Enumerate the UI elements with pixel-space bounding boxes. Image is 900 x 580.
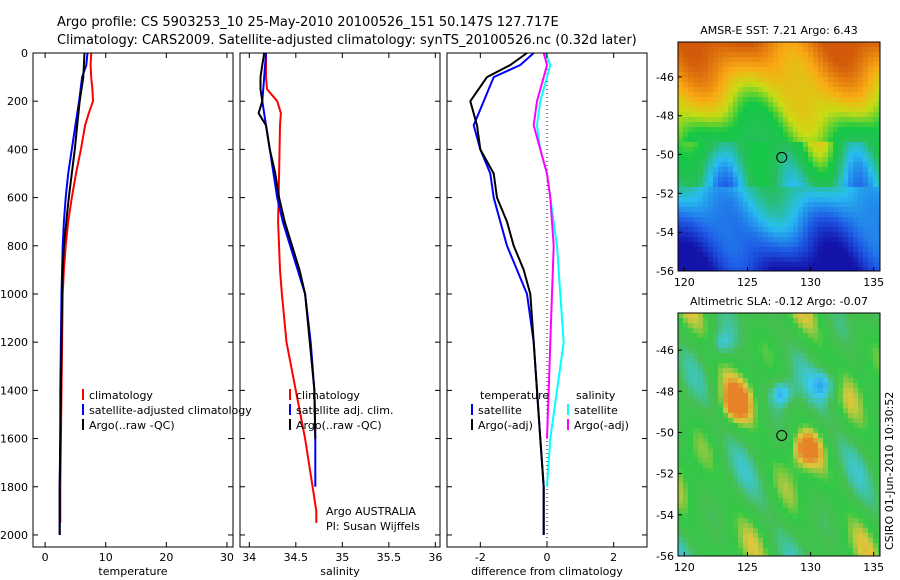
x-tick-label: 35.5 <box>377 551 402 564</box>
y-tick-label: -48 <box>656 110 674 123</box>
legend-label: satellite <box>478 404 522 417</box>
legend-label: climatology <box>89 389 153 402</box>
legend-label: satellite-adjusted climatology <box>89 404 252 417</box>
y-tick-label: 400 <box>7 143 28 156</box>
x-tick-label: 20 <box>159 551 173 564</box>
y-tick-label: 200 <box>7 95 28 108</box>
series-line-argo <box>257 52 317 439</box>
x-tick-label: 0 <box>42 551 49 564</box>
series-line-clim <box>265 53 318 523</box>
y-tick-label: -56 <box>656 265 674 278</box>
x-tick-label: 135 <box>863 276 884 289</box>
x-tick-label: 2 <box>610 551 617 564</box>
x-tick-label: 34.5 <box>284 551 309 564</box>
heatmap-field <box>678 42 881 272</box>
header-line-1: Argo profile: CS 5903253_10 25-May-2010 … <box>57 15 559 30</box>
header-line-2: Climatology: CARS2009. Satellite-adjuste… <box>57 33 637 48</box>
x-tick-label: 120 <box>674 276 695 289</box>
plot-frame <box>32 52 234 548</box>
series-line-argo <box>58 52 86 535</box>
map-frame <box>677 312 881 557</box>
y-tick-label: -52 <box>656 468 674 481</box>
map-title: AMSR-E SST: 7.21 Argo: 6.43 <box>700 24 858 37</box>
y-tick-label: 1800 <box>0 481 28 494</box>
x-tick-label: 130 <box>800 276 821 289</box>
plot-frame <box>239 52 441 548</box>
sst-map-panel: AMSR-E SST: 7.21 Argo: 6.43 120 125 130 135 -… <box>656 24 884 289</box>
legend-title: salinity <box>576 389 616 402</box>
heatmap-field <box>678 313 881 557</box>
y-tick-label: -50 <box>656 426 674 439</box>
legend-label: Argo(-adj) <box>574 419 629 432</box>
series-line-s_sat <box>536 52 565 487</box>
legend-label: satellite adj. clim. <box>296 404 393 417</box>
y-tick-label: 800 <box>7 240 28 253</box>
legend-label: Argo(-adj) <box>478 419 533 432</box>
y-tick-label: 600 <box>7 192 28 205</box>
y-tick-label: 1200 <box>0 336 28 349</box>
legend-label: satellite <box>574 404 618 417</box>
x-tick-label: 36 <box>428 551 442 564</box>
y-tick-label: -46 <box>656 71 674 84</box>
y-tick-label: -52 <box>656 187 674 200</box>
x-tick-label: 34 <box>242 551 256 564</box>
legend-label: Argo(..raw -QC) <box>296 419 382 432</box>
x-axis-label: difference from climatology <box>471 565 623 578</box>
x-tick-label: 125 <box>737 561 758 574</box>
series-line-s_argo <box>532 52 555 439</box>
argo-location-marker <box>776 429 788 441</box>
x-tick-label: 10 <box>99 551 113 564</box>
x-tick-label: 35 <box>335 551 349 564</box>
x-tick-label: 125 <box>737 276 758 289</box>
legend-title: temperature <box>480 389 549 402</box>
y-tick-label: 1000 <box>0 288 28 301</box>
x-tick-label: 130 <box>800 561 821 574</box>
sla-map-panel: Altimetric SLA: -0.12 Argo: -0.07 120 125 1… <box>656 295 884 574</box>
y-tick-label: -46 <box>656 344 674 357</box>
legend-label: climatology <box>296 389 360 402</box>
x-axis-label: temperature <box>98 565 167 578</box>
argo-location-marker <box>776 151 788 163</box>
y-tick-label: 1600 <box>0 433 28 446</box>
y-tick-label: -50 <box>656 149 674 162</box>
x-axis-label: salinity <box>320 565 360 578</box>
x-tick-label: 120 <box>674 561 695 574</box>
legend-label: Argo(..raw -QC) <box>89 419 175 432</box>
series-line-t_argo <box>469 52 545 535</box>
series-line-sat <box>58 52 89 535</box>
y-tick-label: 0 <box>21 47 28 60</box>
x-tick-label: 30 <box>220 551 234 564</box>
y-tick-label: -54 <box>656 226 674 239</box>
y-tick-label: -56 <box>656 550 674 563</box>
x-tick-label: -2 <box>475 551 486 564</box>
y-tick-label: 2000 <box>0 529 28 542</box>
timestamp-stamp: CSIRO 01-Jun-2010 10:30:52 <box>883 392 896 550</box>
annotation-text: Argo AUSTRALIA <box>326 505 416 518</box>
map-frame <box>677 41 881 272</box>
y-tick-label: -54 <box>656 509 674 522</box>
y-tick-label: 1400 <box>0 384 28 397</box>
salinity-panel: 34 34.5 35 35.5 36 salinity climatology satelli… <box>239 52 442 578</box>
annotation-text: PI: Susan Wijffels <box>326 520 420 533</box>
y-tick-label: -48 <box>656 385 674 398</box>
temperature-panel: 0 10 20 30 temperature 0 200 400 600 800 1000 1200 1… <box>0 47 252 578</box>
x-tick-label: 135 <box>863 561 884 574</box>
map-title: Altimetric SLA: -0.12 Argo: -0.07 <box>690 295 868 308</box>
x-tick-label: 0 <box>544 551 551 564</box>
